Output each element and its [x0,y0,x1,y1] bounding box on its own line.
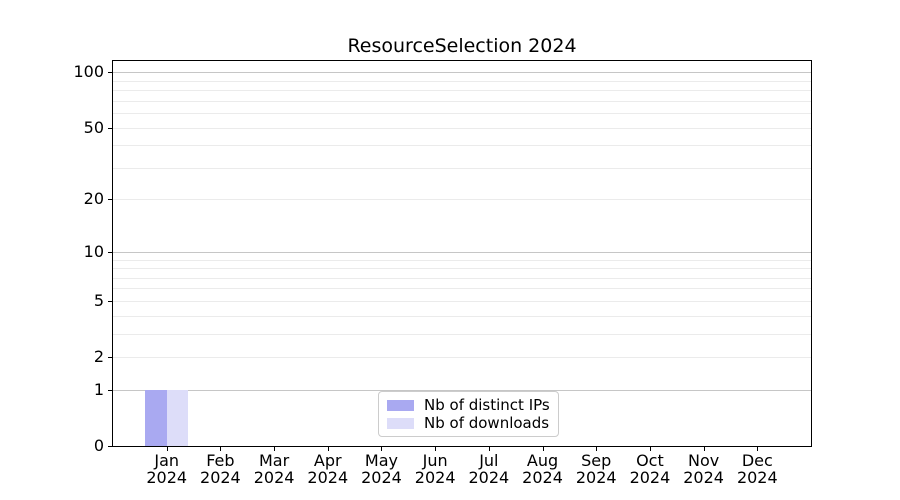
x-tick-year: 2024 [361,468,402,487]
plot-area [112,60,812,447]
x-tick-mark [703,447,705,451]
minor-gridline [113,199,811,201]
x-tick-label: Nov 2024 [664,452,744,486]
minor-gridline [113,288,811,290]
x-tick-year: 2024 [683,468,724,487]
x-tick-year: 2024 [736,468,778,487]
major-gridline [113,251,811,253]
bar-downloads [166,389,189,446]
minor-gridline [113,145,811,147]
x-tick-mark [596,447,598,451]
x-tick-mark [381,447,383,451]
y-tick-label: 10 [83,241,104,261]
x-tick-year: 2024 [146,468,188,487]
x-tick-label: Mar 2024 [234,452,314,486]
x-tick-mark [327,447,329,451]
legend-item-distinct-ips: Nb of distinct IPs [387,396,550,414]
x-tick-month: Jul [479,451,499,470]
x-tick-year: 2024 [200,468,241,487]
x-tick-month: Apr [313,451,342,470]
y-tick-mark [108,446,112,447]
x-tick-label: Feb 2024 [180,452,260,486]
x-tick-label: Apr 2024 [288,452,368,486]
minor-gridline [113,357,811,359]
x-tick-year: 2024 [522,468,563,487]
minor-gridline [113,100,811,102]
y-tick-mark [108,389,112,391]
y-tick-label: 5 [93,290,104,310]
minor-gridline [113,300,811,302]
x-tick-mark [435,447,437,451]
y-tick-label: 0 [93,436,104,455]
x-tick-year: 2024 [253,468,295,487]
minor-gridline [113,259,811,261]
y-tick-mark [108,251,112,253]
x-tick-mark [542,447,544,451]
x-tick-label: Dec 2024 [717,452,797,486]
minor-gridline [113,113,811,115]
x-tick-label: Aug 2024 [503,452,583,486]
x-tick-mark [649,447,651,451]
x-tick-label: Jun 2024 [395,452,475,486]
x-tick-month: Jan [154,451,180,470]
x-tick-label: Oct 2024 [610,452,690,486]
minor-gridline [113,80,811,82]
x-tick-month: Dec [741,451,773,470]
chart-title: ResourceSelection 2024 [347,35,577,57]
x-tick-month: Feb [206,451,235,470]
x-tick-year: 2024 [307,468,349,487]
x-tick-year: 2024 [575,468,617,487]
y-tick-label: 100 [73,62,104,82]
minor-gridline [113,127,811,129]
x-tick-month: Nov [687,451,720,470]
x-tick-year: 2024 [629,468,671,487]
legend-swatch-distinct-ips [387,399,414,411]
x-tick-year: 2024 [468,468,510,487]
x-tick-mark [757,447,759,451]
minor-gridline [113,277,811,279]
x-tick-mark [166,447,168,451]
major-gridline [113,72,811,74]
y-tick-label: 1 [93,379,104,399]
x-tick-month: Sep [581,451,612,470]
legend-item-downloads: Nb of downloads [387,414,550,432]
plot-canvas [113,61,811,446]
y-tick-mark [108,300,112,302]
minor-gridline [113,90,811,92]
x-tick-mark [220,447,222,451]
x-tick-month: Aug [526,451,559,470]
y-tick-mark [108,127,112,129]
legend-swatch-downloads [387,417,414,429]
x-tick-label: Jul 2024 [449,452,529,486]
y-tick-mark [108,199,112,201]
major-gridline [113,389,811,391]
x-tick-month: Oct [636,451,664,470]
x-tick-mark [488,447,490,451]
y-tick-label: 2 [93,347,104,367]
x-tick-month: May [364,451,398,470]
x-tick-mark [274,447,276,451]
x-tick-label: Jan 2024 [127,452,207,486]
x-tick-month: Mar [258,451,290,470]
legend-label-distinct-ips: Nb of distinct IPs [424,396,550,414]
x-tick-label: May 2024 [341,452,421,486]
y-tick-label: 50 [83,117,104,137]
minor-gridline [113,268,811,270]
minor-gridline [113,333,811,335]
y-tick-mark [108,357,112,359]
minor-gridline [113,167,811,169]
x-tick-year: 2024 [414,468,456,487]
x-tick-month: Jun [422,451,448,470]
legend: Nb of distinct IPs Nb of downloads [378,391,559,437]
minor-gridline [113,315,811,317]
y-tick-mark [108,72,112,74]
legend-label-downloads: Nb of downloads [424,414,550,432]
bar-distinct-ips [145,389,167,446]
y-tick-label: 20 [83,189,104,209]
x-tick-label: Sep 2024 [556,452,636,486]
